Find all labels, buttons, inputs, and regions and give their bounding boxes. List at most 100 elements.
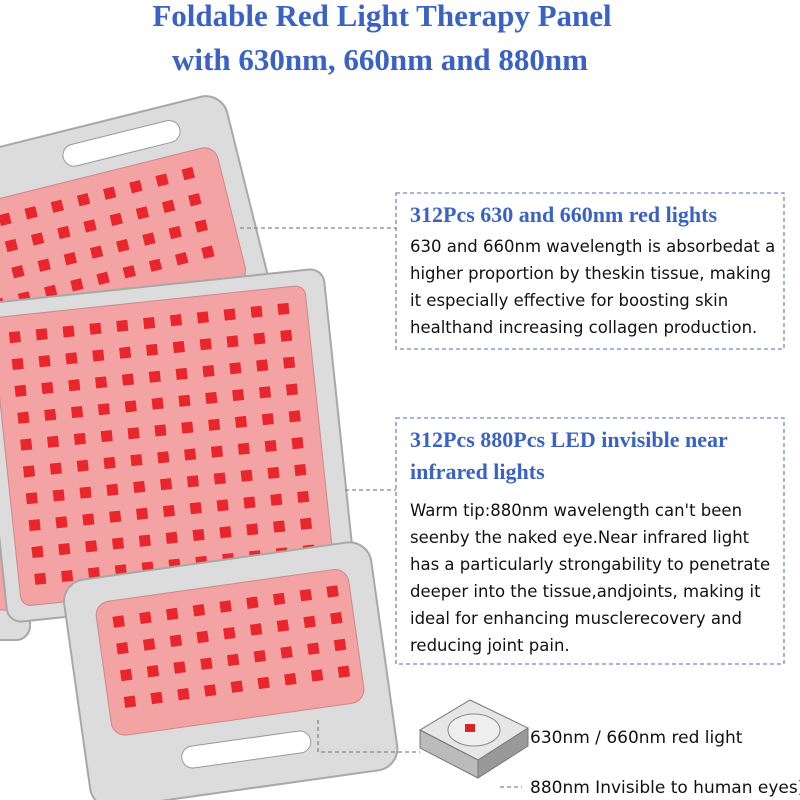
led	[216, 499, 229, 512]
led	[307, 642, 320, 655]
led	[76, 193, 91, 207]
led	[230, 680, 244, 693]
led	[165, 607, 179, 621]
led	[17, 411, 30, 424]
led	[219, 600, 232, 613]
led	[127, 427, 140, 440]
led	[83, 219, 97, 233]
led	[181, 421, 194, 434]
led	[116, 238, 130, 253]
led	[213, 472, 226, 485]
led	[299, 589, 313, 602]
feature-text: seenby the naked eye.Near infrared light	[410, 528, 750, 547]
led	[326, 585, 339, 598]
led	[303, 615, 316, 629]
led	[50, 199, 64, 213]
led	[44, 284, 58, 299]
led	[57, 225, 71, 240]
led	[208, 418, 221, 431]
led	[73, 432, 86, 445]
led	[8, 331, 21, 344]
led	[284, 672, 297, 686]
led	[11, 265, 25, 279]
led	[106, 483, 119, 496]
led	[267, 466, 280, 479]
led	[35, 328, 48, 341]
led	[226, 335, 239, 348]
led	[169, 314, 183, 327]
led	[253, 332, 266, 345]
led	[270, 493, 283, 506]
led	[229, 362, 242, 375]
led	[37, 258, 51, 272]
led	[188, 193, 202, 207]
led	[168, 225, 182, 240]
led	[162, 504, 175, 518]
handle	[181, 730, 312, 769]
led	[157, 451, 170, 464]
led	[150, 691, 163, 705]
led	[283, 356, 296, 369]
led	[103, 456, 116, 469]
led	[272, 592, 286, 606]
led	[135, 206, 150, 220]
led	[119, 346, 132, 359]
led	[200, 657, 213, 670]
led	[223, 308, 236, 321]
led	[257, 676, 270, 690]
led	[186, 475, 199, 488]
led	[223, 627, 236, 640]
led	[276, 619, 290, 632]
led	[22, 465, 36, 478]
led	[175, 367, 188, 380]
led	[76, 459, 89, 472]
led	[148, 258, 163, 272]
led	[199, 338, 212, 351]
legend-label: 630nm / 660nm red light	[530, 728, 743, 748]
led	[202, 365, 215, 378]
led	[196, 630, 209, 644]
led	[232, 389, 245, 402]
led	[243, 496, 256, 509]
led	[79, 486, 92, 499]
led	[70, 278, 84, 292]
led	[151, 397, 164, 410]
led	[96, 271, 110, 285]
led	[246, 523, 259, 536]
title: with 630nm, 660nm and 880nm	[172, 42, 588, 77]
led	[172, 341, 185, 354]
led	[277, 302, 290, 315]
led	[25, 492, 38, 505]
feature-text: it especially effective for boosting ski…	[410, 291, 728, 310]
led	[82, 513, 95, 526]
feature-box	[395, 417, 785, 665]
led	[11, 357, 24, 371]
led	[234, 415, 248, 429]
led	[201, 245, 215, 259]
feature-text: has a particularly strongability to pene…	[410, 555, 770, 574]
led	[103, 186, 117, 200]
led	[175, 252, 189, 266]
led	[109, 212, 123, 227]
connector	[317, 720, 420, 753]
led	[38, 355, 51, 368]
led	[253, 649, 267, 663]
led	[20, 438, 33, 451]
led	[146, 665, 160, 678]
led	[161, 199, 176, 213]
led	[130, 454, 143, 467]
led	[95, 376, 108, 389]
led	[249, 623, 263, 636]
feature-text: higher proportion by theskin tissue, mak…	[410, 264, 771, 283]
led	[165, 531, 178, 544]
led	[121, 373, 134, 386]
led	[142, 638, 156, 651]
led	[63, 251, 78, 266]
led	[337, 665, 351, 678]
led	[192, 528, 205, 542]
feature-text: reducing joint pain.	[410, 636, 570, 655]
led	[291, 437, 304, 450]
chip-side	[477, 727, 529, 779]
feature-heading: 312Pcs 880Pcs LED invisible near	[410, 427, 728, 452]
